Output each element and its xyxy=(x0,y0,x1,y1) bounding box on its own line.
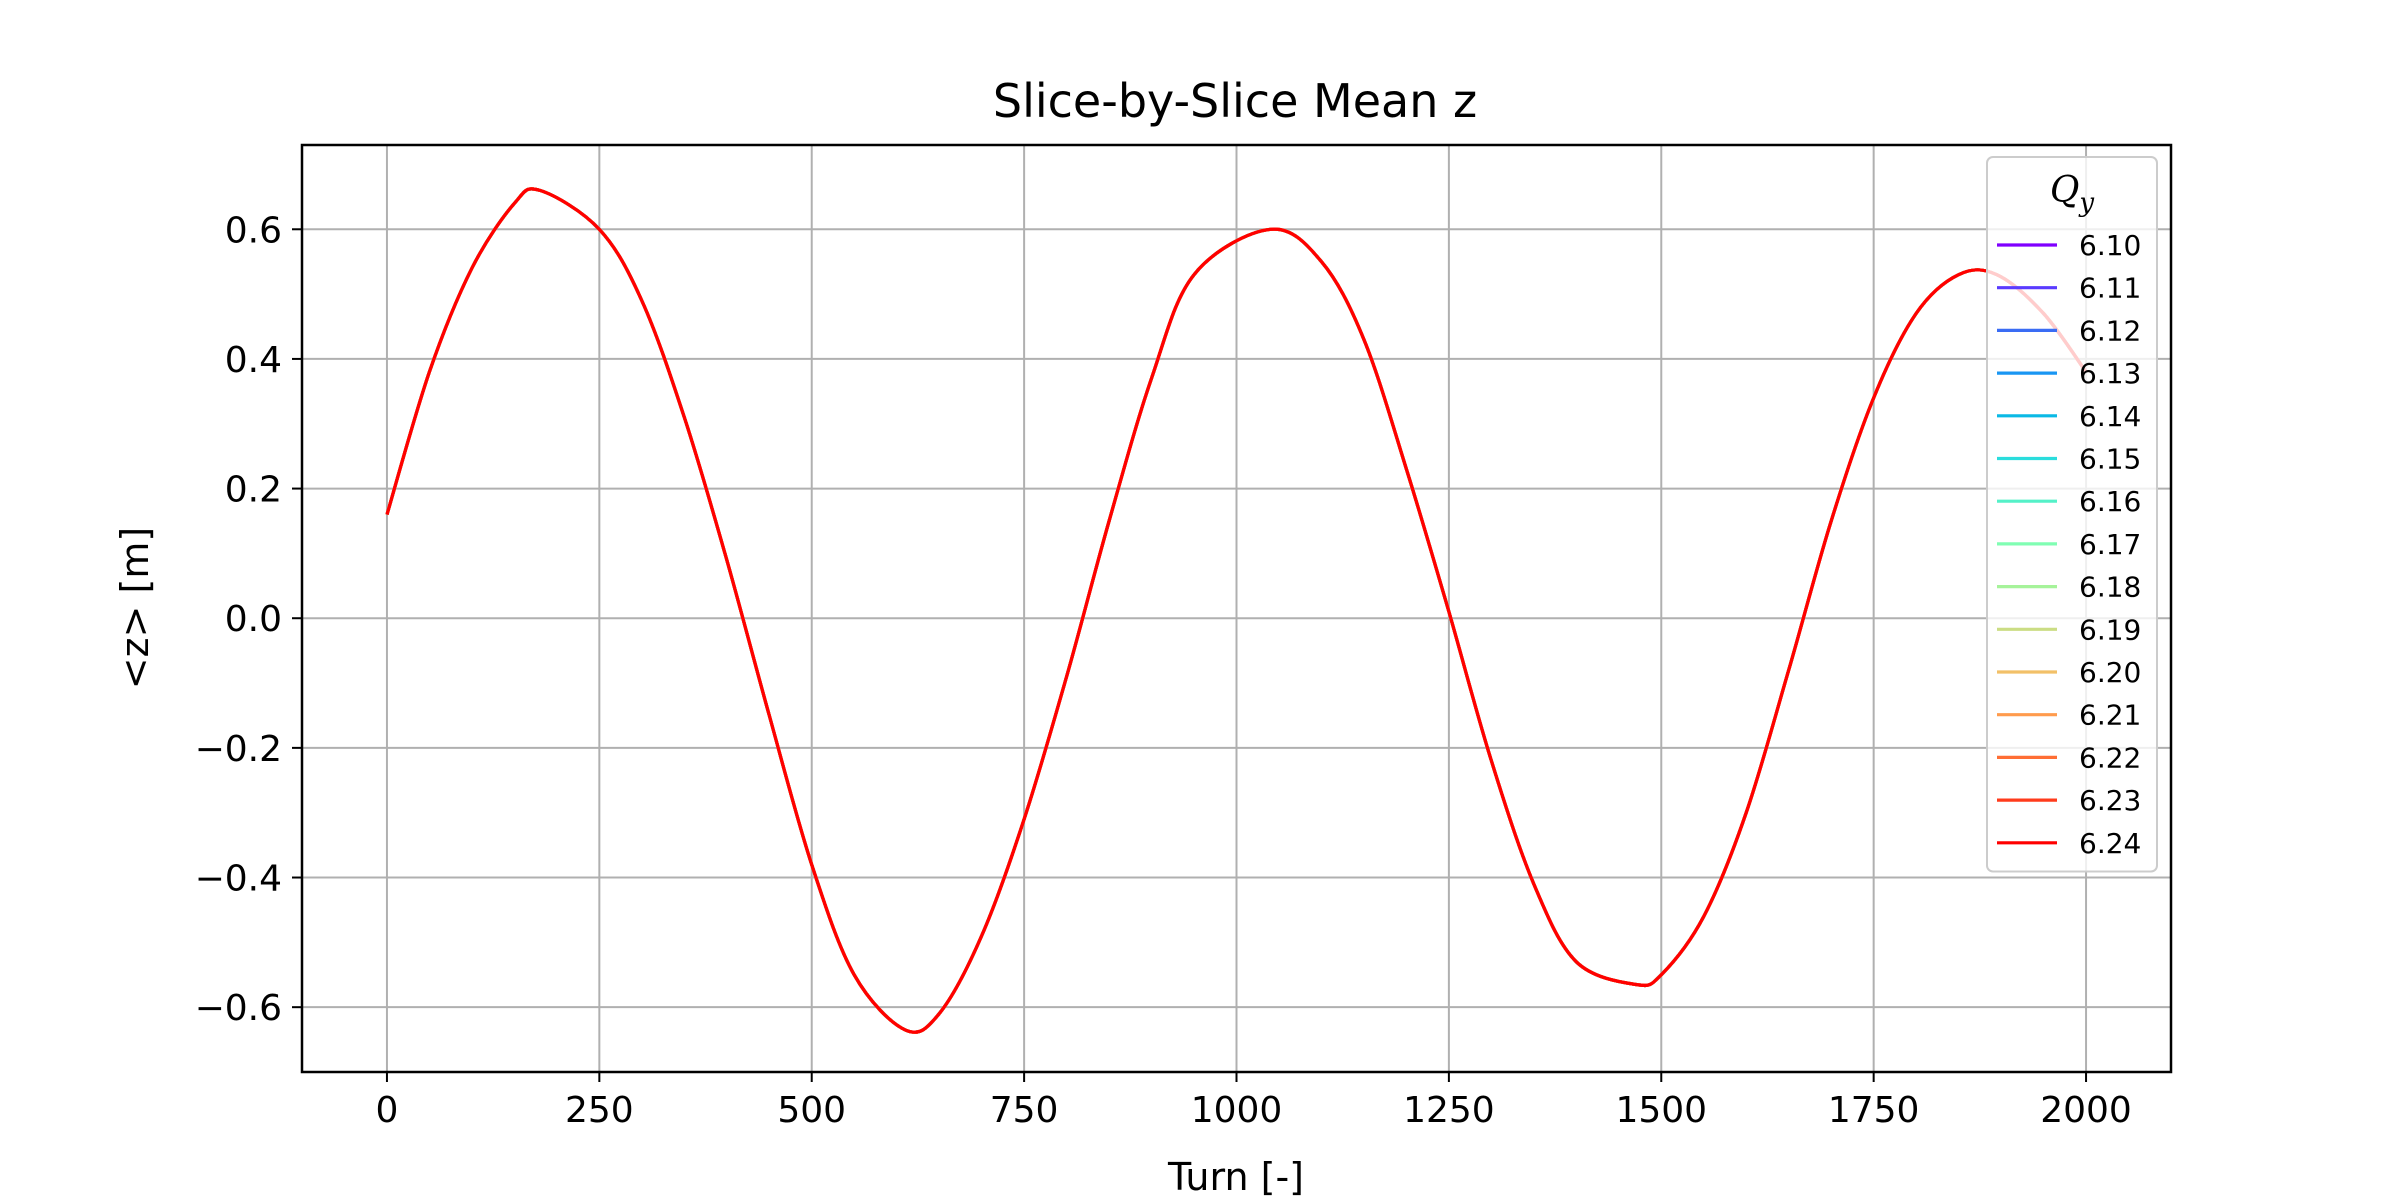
legend-entry-label: 6.10 xyxy=(2079,229,2141,262)
x-tick-label: 1000 xyxy=(1191,1090,1283,1131)
series-lines xyxy=(385,187,2088,1034)
x-tick-label: 1250 xyxy=(1403,1090,1495,1131)
x-tick-label: 2000 xyxy=(2040,1090,2132,1131)
y-axis-label: <z> [m] xyxy=(113,527,157,689)
y-tick-label: 0.6 xyxy=(225,210,282,251)
y-tick-label: −0.4 xyxy=(195,859,282,900)
legend-entry-label: 6.17 xyxy=(2079,528,2141,561)
x-axis: 0 250 500 750 1000 1250 1500 1750 2000 xyxy=(376,1072,2132,1131)
chart-title: Slice-by-Slice Mean z xyxy=(993,74,1477,128)
legend-entry-label: 6.18 xyxy=(2079,571,2141,604)
legend-title-subscript: y xyxy=(2078,188,2094,218)
x-tick-label: 1500 xyxy=(1615,1090,1707,1131)
legend-entry-label: 6.11 xyxy=(2079,272,2141,305)
legend-entry-label: 6.19 xyxy=(2079,613,2141,646)
x-tick-label: 750 xyxy=(990,1090,1059,1131)
legend-entry-label: 6.21 xyxy=(2079,699,2141,732)
y-tick-label: 0.0 xyxy=(225,599,282,640)
legend-entry-label: 6.12 xyxy=(2079,314,2141,347)
legend-entry-label: 6.24 xyxy=(2079,827,2141,860)
y-axis: −0.6 −0.4 −0.2 0.0 0.2 0.4 0.6 xyxy=(195,210,302,1029)
legend-entry-label: 6.23 xyxy=(2079,784,2141,817)
legend-entry-label: 6.13 xyxy=(2079,357,2141,390)
series-line-6.24 xyxy=(385,187,2088,1034)
y-tick-label: −0.2 xyxy=(195,729,282,770)
legend-entry-label: 6.20 xyxy=(2079,656,2141,689)
x-tick-label: 1750 xyxy=(1828,1090,1920,1131)
legend-title-main: Q xyxy=(2050,170,2080,211)
legend-box xyxy=(1986,156,2158,873)
legend-title: Qy xyxy=(2050,170,2095,218)
x-tick-label: 0 xyxy=(376,1090,399,1131)
legend-entry-label: 6.14 xyxy=(2079,400,2141,433)
y-tick-label: −0.6 xyxy=(195,988,282,1029)
y-tick-label: 0.4 xyxy=(225,340,282,381)
x-axis-label: Turn [-] xyxy=(1167,1155,1304,1199)
legend: Qy 6.10 6.11 6.12 6.13 6.14 6.15 6.16 6.17 6.18 6.… xyxy=(1986,156,2158,873)
legend-entry-label: 6.15 xyxy=(2079,443,2141,476)
x-tick-label: 500 xyxy=(777,1090,846,1131)
y-tick-label: 0.2 xyxy=(225,470,282,511)
x-tick-label: 250 xyxy=(565,1090,634,1131)
legend-entry-label: 6.16 xyxy=(2079,485,2141,518)
legend-entry-label: 6.22 xyxy=(2079,741,2141,774)
